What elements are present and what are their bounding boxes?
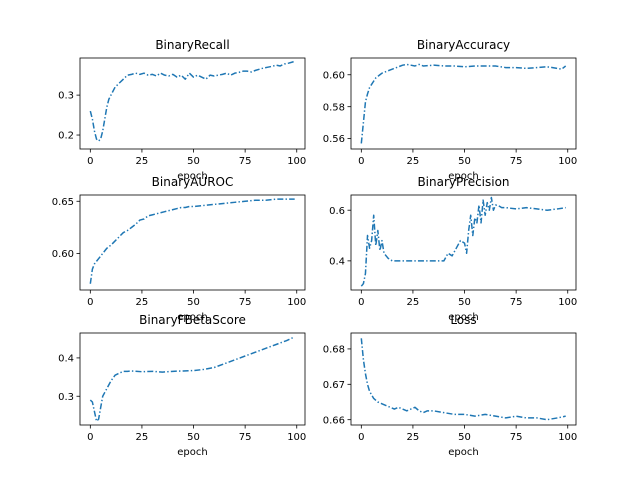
chart-title: Loss bbox=[450, 313, 476, 327]
x-tick-label: 50 bbox=[187, 432, 200, 443]
x-axis-label: epoch bbox=[448, 312, 478, 323]
chart-title: BinaryAccuracy bbox=[417, 38, 510, 52]
y-tick-label: 0.56 bbox=[323, 134, 345, 145]
x-tick-label: 50 bbox=[458, 297, 471, 308]
x-axis-label: epoch bbox=[177, 171, 207, 182]
x-tick-label: 50 bbox=[458, 432, 471, 443]
axes-frame bbox=[350, 194, 577, 291]
x-tick-label: 50 bbox=[187, 297, 200, 308]
x-tick-label: 75 bbox=[239, 297, 252, 308]
chart-title: BinaryAUROC bbox=[152, 175, 234, 189]
y-tick-label: 0.3 bbox=[58, 91, 74, 102]
x-tick-label: 100 bbox=[287, 432, 306, 443]
y-tick-label: 0.67 bbox=[323, 380, 345, 391]
y-tick-label: 0.58 bbox=[323, 102, 345, 113]
x-tick-label: 75 bbox=[239, 432, 252, 443]
x-tick-label: 0 bbox=[358, 156, 364, 167]
y-tick-label: 0.6 bbox=[329, 206, 345, 217]
y-tick-label: 0.3 bbox=[58, 392, 74, 403]
x-tick-label: 100 bbox=[287, 156, 306, 167]
x-tick-label: 75 bbox=[510, 156, 523, 167]
x-tick-label: 25 bbox=[136, 297, 149, 308]
x-tick-label: 100 bbox=[558, 156, 577, 167]
axes-frame bbox=[350, 57, 577, 150]
series-line bbox=[360, 63, 567, 144]
x-axis-label: epoch bbox=[177, 312, 207, 323]
y-tick-label: 0.65 bbox=[52, 197, 74, 208]
x-axis-label: epoch bbox=[448, 447, 478, 458]
y-tick-label: 0.2 bbox=[58, 131, 74, 142]
x-tick-label: 50 bbox=[187, 156, 200, 167]
x-tick-label: 25 bbox=[136, 156, 149, 167]
series-line bbox=[360, 196, 566, 287]
chart-title: BinaryFBetaScore bbox=[139, 313, 246, 327]
x-axis-label: epoch bbox=[177, 447, 207, 458]
x-tick-label: 100 bbox=[558, 297, 577, 308]
subplot-1: 0 25 50 75 100 0.2 0.3 epoch bbox=[58, 57, 306, 182]
x-tick-label: 50 bbox=[458, 156, 471, 167]
subplot-3: 0 25 50 75 100 0.60 0.65 epoch bbox=[52, 194, 306, 323]
x-tick-label: 25 bbox=[407, 432, 420, 443]
y-tick-label: 0.60 bbox=[323, 70, 345, 81]
y-tick-label: 0.4 bbox=[329, 256, 345, 267]
subplot-6: 0 25 50 75 100 0.66 0.67 0.68 epoch bbox=[323, 332, 577, 458]
y-tick-label: 0.66 bbox=[323, 415, 345, 426]
subplot-5: 0 25 50 75 100 0.3 0.4 epoch bbox=[58, 332, 306, 458]
x-tick-label: 25 bbox=[407, 156, 420, 167]
axes-frame bbox=[350, 332, 577, 426]
axes-frame bbox=[79, 194, 306, 291]
x-tick-label: 75 bbox=[510, 297, 523, 308]
axes-frame bbox=[79, 57, 306, 150]
x-axis-label: epoch bbox=[448, 171, 478, 182]
axes-frame bbox=[79, 332, 306, 426]
series-line bbox=[360, 338, 566, 421]
x-tick-label: 25 bbox=[136, 432, 149, 443]
x-tick-label: 100 bbox=[558, 432, 577, 443]
x-tick-label: 0 bbox=[87, 156, 93, 167]
series-line bbox=[89, 336, 295, 422]
x-tick-label: 0 bbox=[87, 297, 93, 308]
series-line bbox=[89, 60, 295, 142]
x-tick-label: 0 bbox=[358, 432, 364, 443]
chart-title: BinaryPrecision bbox=[417, 175, 509, 189]
x-tick-label: 0 bbox=[87, 432, 93, 443]
y-tick-label: 0.4 bbox=[58, 354, 74, 365]
y-tick-label: 0.68 bbox=[323, 345, 345, 356]
x-tick-label: 0 bbox=[358, 297, 364, 308]
x-tick-label: 75 bbox=[510, 432, 523, 443]
subplot-4: 0 25 50 75 100 0.4 0.6 epoch bbox=[329, 194, 577, 323]
x-tick-label: 25 bbox=[407, 297, 420, 308]
x-tick-label: 75 bbox=[239, 156, 252, 167]
y-tick-label: 0.60 bbox=[52, 249, 74, 260]
series-line bbox=[89, 198, 295, 284]
x-tick-label: 100 bbox=[287, 297, 306, 308]
chart-title: BinaryRecall bbox=[155, 38, 229, 52]
subplot-2: 0 25 50 75 100 0.56 0.58 0.60 epoch bbox=[323, 57, 577, 182]
